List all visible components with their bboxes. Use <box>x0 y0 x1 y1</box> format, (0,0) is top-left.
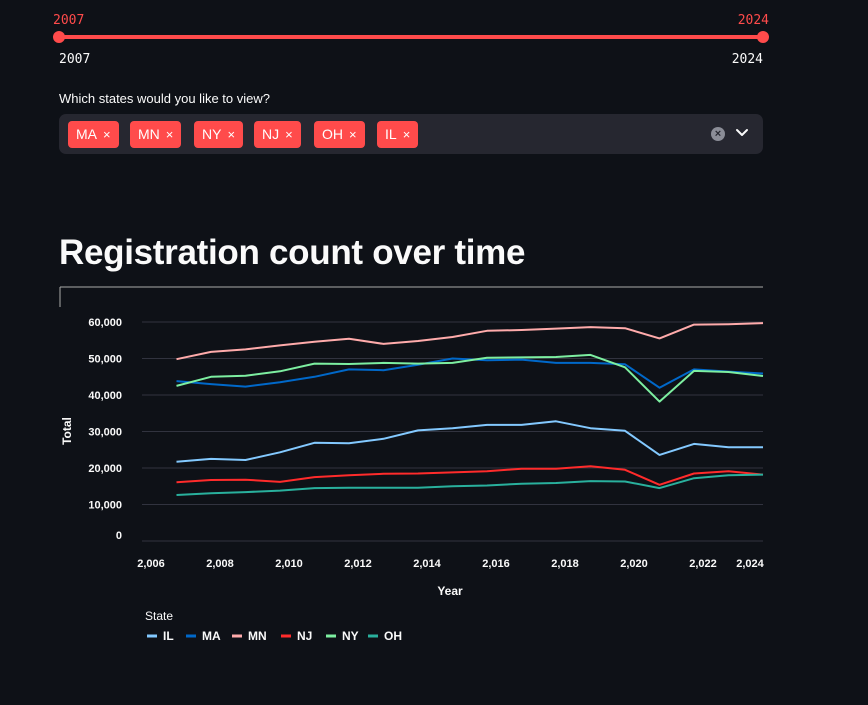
tag-ny[interactable]: NY × <box>194 121 244 148</box>
remove-tag-icon[interactable]: × <box>227 127 236 142</box>
remove-tag-icon[interactable]: × <box>165 127 174 142</box>
x-axis-label: Year <box>437 584 463 598</box>
slider-high-value: 2024 <box>737 13 769 28</box>
x-tick-label: 2,022 <box>689 558 717 570</box>
x-tick-label: 2,018 <box>551 558 579 570</box>
tag-mn[interactable]: MN × <box>130 121 182 148</box>
y-tick-label: 30,000 <box>88 427 122 439</box>
y-tick-label: 60,000 <box>88 317 122 329</box>
x-tick-label: 2,024 <box>736 558 764 570</box>
x-tick-label: 2,010 <box>275 558 303 570</box>
x-tick-label: 2,006 <box>137 558 165 570</box>
slider-max-label: 2024 <box>731 52 763 67</box>
x-tick-label: 2,008 <box>206 558 234 570</box>
year-range-slider[interactable]: 2007 2024 2007 2024 <box>53 0 769 80</box>
x-tick-label: 2,016 <box>482 558 510 570</box>
chevron-down-icon[interactable] <box>735 123 749 143</box>
x-tick-label: 2,012 <box>344 558 372 570</box>
y-tick-label: 0 <box>116 530 122 542</box>
tag-nj[interactable]: NJ × <box>254 121 301 148</box>
y-tick-label: 50,000 <box>88 354 122 366</box>
tag-oh[interactable]: OH × <box>314 121 365 148</box>
legend-entry-ny: NY <box>342 629 359 643</box>
slider-low-handle[interactable] <box>53 31 65 43</box>
series-line-ny <box>176 353 764 403</box>
remove-tag-icon[interactable]: × <box>402 127 411 142</box>
y-tick-label: 20,000 <box>88 463 122 475</box>
x-tick-label: 2,014 <box>413 558 441 570</box>
y-tick-label: 40,000 <box>88 390 122 402</box>
legend-entry-ma: MA <box>202 629 221 643</box>
remove-tag-icon[interactable]: × <box>285 127 293 142</box>
legend-entry-mn: MN <box>248 629 267 643</box>
slider-min-label: 2007 <box>59 52 91 67</box>
tag-ma[interactable]: MA × <box>68 121 119 148</box>
series-line-nj <box>176 465 764 486</box>
states-multiselect[interactable]: MA × MN × NY × NJ × OH × IL × × <box>59 114 763 154</box>
slider-high-handle[interactable] <box>757 31 769 43</box>
tag-il[interactable]: IL × <box>377 121 419 148</box>
slider-low-value: 2007 <box>53 13 85 28</box>
series-line-il <box>176 420 763 463</box>
legend-entry-nj: NJ <box>297 629 312 643</box>
series-line-oh <box>176 473 764 496</box>
y-tick-label: 10,000 <box>88 500 122 512</box>
series-line-mn <box>176 322 764 361</box>
x-tick-label: 2,020 <box>620 558 648 570</box>
states-select-label: Which states would you like to view? <box>59 91 270 106</box>
y-axis-label: Total <box>60 417 74 445</box>
remove-tag-icon[interactable]: × <box>349 127 357 142</box>
legend-entry-oh: OH <box>384 629 402 643</box>
legend-title: State <box>145 609 173 623</box>
legend-entry-il: IL <box>163 629 174 643</box>
remove-tag-icon[interactable]: × <box>103 127 111 142</box>
page-title: Registration count over time <box>59 233 526 272</box>
clear-circle-icon[interactable]: × <box>711 127 725 141</box>
slider-track[interactable] <box>59 35 763 39</box>
